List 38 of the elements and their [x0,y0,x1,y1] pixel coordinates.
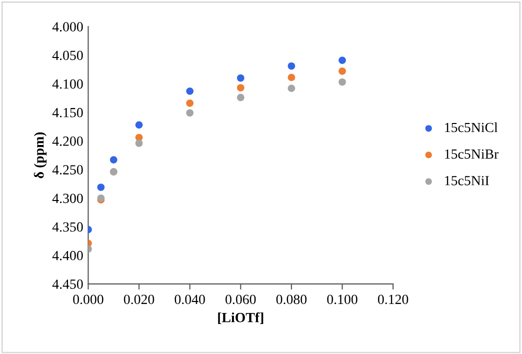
x-tick-label: 0.040 [174,294,205,304]
y-tick-label: 4.050 [52,50,83,60]
y-tick-label: 4.200 [52,136,83,146]
x-tick-label: 0.120 [378,294,408,304]
point [97,184,105,191]
point [186,109,194,117]
point [288,62,296,70]
point [186,88,194,95]
y-tick-label: 4.000 [52,22,83,32]
point [338,78,346,86]
point [186,100,194,107]
point [110,156,118,164]
legend-label: 15c5NiBr [445,149,499,159]
point [236,94,244,102]
point [338,56,346,64]
point [288,74,296,82]
y-tick-label: 4.400 [52,250,83,260]
x-tick-label: 0.000 [73,294,104,304]
x-tick-label: 0.020 [124,294,154,304]
x-axis-title: [LiOTf] [218,312,264,324]
point [236,84,244,92]
y-tick-label: 4.450 [52,279,83,289]
point [288,84,296,92]
point [135,121,143,129]
y-tick-label: 4.150 [52,108,83,118]
y-tick-label: 4.350 [52,222,83,232]
x-tick-label: 0.080 [276,294,307,304]
y-tick-label: 4.300 [52,194,83,204]
point [135,140,143,147]
y-axis-title: δ (ppm) [34,132,47,178]
legend-label: 15c5NiI [445,176,489,186]
x-tick-label: 0.060 [226,294,256,304]
legend-label: 15c5NiCl [445,122,498,132]
x-tick-label: 0.100 [327,294,358,304]
y-tick-label: 4.250 [52,165,83,175]
point [236,74,244,82]
point [338,67,346,75]
y-tick-label: 4.100 [52,79,83,89]
